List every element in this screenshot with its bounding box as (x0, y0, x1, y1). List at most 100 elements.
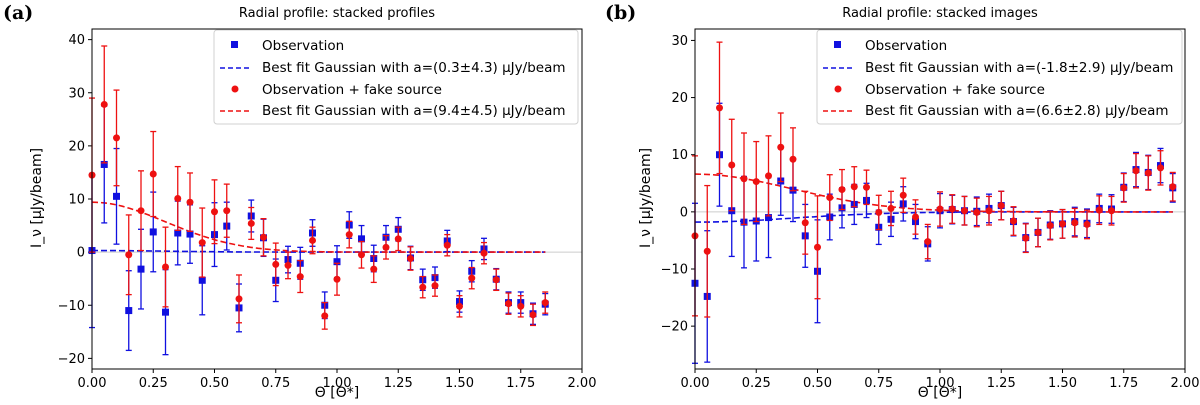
axes-frame (91, 28, 583, 370)
data-point-fake-source (284, 261, 292, 269)
data-point-fake-source (985, 207, 993, 215)
y-tick-label: 10 (68, 193, 85, 208)
x-tick-label: 1.00 (926, 376, 955, 391)
x-axis-label: Θ [Θ*] (315, 385, 359, 401)
y-tick-label: −10 (58, 299, 85, 314)
data-point-fake-source (875, 208, 883, 216)
y-tick-label: 0 (77, 246, 85, 261)
data-point-fake-source (924, 238, 932, 246)
legend-fake-source-marker (834, 85, 842, 93)
data-point-fake-source (480, 249, 488, 257)
data-point-fake-source (370, 265, 378, 273)
tick-group: 0.00 0.25 0.50 0.75 1.00 1.25 1.50 1.75 2.00 −20 −… (661, 34, 1200, 391)
data-point-fake-source (125, 251, 133, 259)
x-tick-label: 0.50 (200, 376, 229, 391)
data-point-fake-source (801, 219, 809, 227)
data-point-fake-source (358, 251, 365, 259)
data-point-fake-source (826, 194, 834, 202)
data-point-fake-source (1046, 222, 1054, 230)
x-tick-label: 0.50 (803, 376, 832, 391)
legend-observation-label: Observation (865, 38, 947, 54)
data-point-fake-source (997, 202, 1005, 210)
x-tick-label: 0.75 (864, 376, 893, 391)
data-point-fake-source (529, 311, 537, 319)
x-tick-label: 0.25 (139, 376, 168, 391)
data-point-fake-source (1169, 183, 1177, 191)
legend: Observation Best fit Gaussian with a=(-1… (816, 29, 1183, 125)
data-point-observation (162, 308, 169, 316)
data-point-fake-source (492, 276, 500, 284)
x-tick-label: 1.00 (323, 376, 352, 391)
x-tick-label: 2.00 (568, 376, 597, 391)
legend-fit-observation-label: Best fit Gaussian with a=(0.3±4.3) μJy/b… (262, 60, 566, 76)
data-point-fake-source (1071, 219, 1079, 227)
data-point-fake-source (419, 283, 427, 291)
legend-fit-fake-source-label: Best fit Gaussian with a=(9.4±4.5) μJy/b… (262, 103, 566, 119)
data-point-fake-source (260, 233, 267, 241)
x-tick-label: 2.00 (1171, 376, 1200, 391)
data-point-observation (765, 214, 772, 222)
legend-fake-source-label: Observation + fake source (865, 82, 1045, 98)
x-tick-label: 0.75 (261, 376, 290, 391)
panel-b: (b) Radial profile: stacked images Θ [Θ*… (605, 2, 1199, 401)
data-point-observation (333, 258, 341, 266)
data-point-fake-source (272, 260, 280, 268)
fit-curve-observation (92, 249, 546, 253)
tick-group: 0.00 0.25 0.50 0.75 1.00 1.25 1.50 1.75 2.00 −20 −… (58, 33, 597, 391)
y-tick-label: −10 (661, 263, 688, 278)
data-point-fake-source (345, 231, 353, 239)
data-point-fake-source (814, 243, 821, 251)
data-point-fake-source (1120, 184, 1128, 192)
data-point-fake-source (1022, 234, 1030, 242)
data-point-fake-source (247, 219, 255, 227)
data-point-fake-source (1157, 164, 1164, 172)
data-point-observation (125, 307, 133, 315)
data-point-fake-source (198, 239, 206, 247)
legend-fake-source-marker (231, 85, 239, 93)
x-tick-label: 1.50 (445, 376, 474, 391)
data-point-fake-source (333, 275, 341, 283)
data-point-fake-source (1132, 167, 1140, 175)
x-axis-label: Θ [Θ*] (918, 385, 962, 401)
y-tick-label: 0 (680, 205, 688, 220)
plot-area (691, 28, 1186, 370)
data-point-observation (100, 160, 108, 168)
legend-observation-marker (834, 41, 841, 48)
y-tick-label: −20 (58, 352, 85, 367)
data-point-fake-source (740, 175, 748, 183)
y-tick-label: 10 (671, 148, 688, 163)
data-point-fake-source (948, 205, 956, 213)
data-point-fake-source (443, 241, 451, 249)
data-point-fake-source (1144, 169, 1152, 177)
data-point-fake-source (431, 282, 439, 290)
data-point-fake-source (149, 170, 157, 178)
y-tick-label: 30 (68, 86, 85, 101)
fit-curve-fake-source (694, 173, 1173, 213)
data-point-fake-source (321, 312, 329, 320)
x-tick-label: 1.75 (1109, 376, 1138, 391)
data-point-fake-source (850, 183, 858, 191)
data-point-fake-source (235, 295, 243, 303)
legend-frame (213, 29, 579, 125)
y-tick-label: 30 (671, 34, 688, 49)
data-point-fake-source (309, 236, 316, 244)
y-tick-label: 40 (68, 33, 85, 48)
x-tick-label: 0.25 (742, 376, 771, 391)
data-point-fake-source (752, 178, 760, 186)
data-point-fake-source (468, 274, 476, 282)
y-tick-label: 20 (671, 91, 688, 106)
y-axis-label: I_ν [μJy/beam] (638, 148, 654, 248)
data-point-fake-source (394, 235, 402, 243)
data-point-fake-source (407, 255, 414, 262)
fit-curve-fake-source (91, 201, 546, 253)
data-point-observation (174, 229, 182, 237)
data-point-fake-source (899, 191, 907, 199)
data-point-fake-source (973, 208, 981, 216)
legend-frame (816, 29, 1183, 125)
legend-fit-fake-source-label: Best fit Gaussian with a=(6.6±2.8) μJy/b… (865, 103, 1169, 119)
data-point-observation (186, 230, 194, 238)
data-point-fake-source (863, 183, 870, 191)
chart-title: Radial profile: stacked images (842, 6, 1038, 21)
data-point-fake-source (223, 207, 231, 215)
